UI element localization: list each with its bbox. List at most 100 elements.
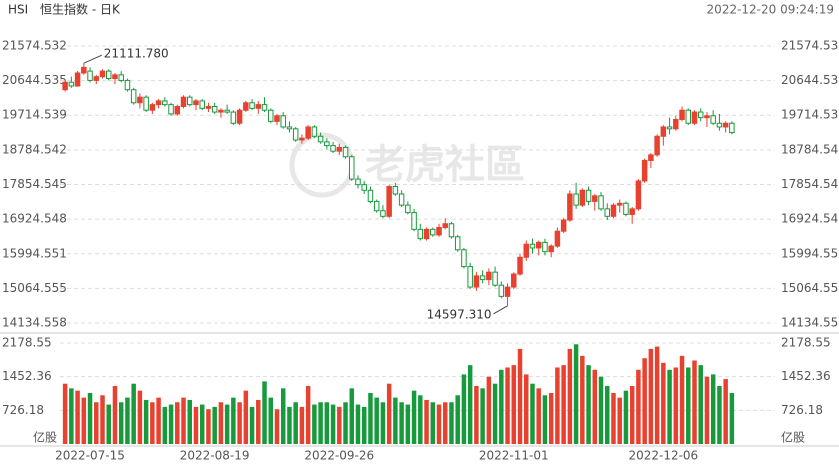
- volume-bar: [268, 397, 273, 444]
- candle-body: [205, 105, 212, 109]
- volume-bar: [698, 365, 703, 444]
- candle-body: [392, 186, 399, 195]
- volume-bar: [524, 374, 529, 444]
- y-tick-label-right: 21574.532: [781, 39, 839, 53]
- chart-title: 恒生指数 - 日K: [40, 2, 121, 17]
- candle-body: [299, 137, 305, 141]
- candle-body: [467, 266, 473, 288]
- volume-bar: [692, 360, 697, 444]
- y-tick-label-right: 19714.539: [781, 108, 839, 122]
- candle-body: [112, 74, 118, 80]
- candle-body: [486, 271, 492, 281]
- volume-bar: [94, 402, 99, 444]
- volume-bar: [623, 390, 629, 444]
- volume-tick-label-right: 2178.55: [781, 335, 831, 349]
- volume-bar: [287, 406, 292, 444]
- volume-bar: [442, 402, 448, 444]
- volume-bar: [374, 397, 379, 444]
- volume-bar: [723, 379, 728, 444]
- volume-bar: [386, 383, 392, 444]
- volume-bar: [592, 369, 598, 444]
- y-tick-label-right: 14134.558: [781, 316, 839, 330]
- volume-bar: [75, 390, 80, 444]
- candle-body: [436, 226, 442, 236]
- volume-bar: [243, 390, 249, 444]
- volume-bar: [399, 402, 404, 444]
- candle-body: [554, 230, 561, 247]
- y-tick-label: 19714.539: [2, 108, 67, 122]
- candle-body: [349, 156, 355, 180]
- candle-body: [473, 275, 480, 288]
- x-tick-label: 2022-07-15: [55, 449, 125, 463]
- volume-bar: [137, 390, 143, 444]
- volume-bar: [511, 365, 517, 444]
- volume-tick-label: 1452.36: [2, 369, 52, 383]
- volume-bar: [573, 344, 579, 444]
- y-tick-label: 17854.545: [2, 177, 67, 191]
- volume-bar: [455, 395, 460, 444]
- candle-body: [311, 126, 318, 137]
- candle-body: [666, 126, 673, 130]
- volume-bar: [654, 346, 660, 444]
- x-tick-label: 2022-11-01: [479, 449, 549, 463]
- candle-body: [230, 111, 237, 124]
- volume-bar: [199, 404, 205, 444]
- volume-bar: [361, 406, 367, 444]
- candle-body: [567, 193, 573, 221]
- candle-body: [442, 223, 448, 228]
- volume-bar: [492, 383, 498, 444]
- volume-bar: [193, 406, 199, 444]
- candle-body: [87, 70, 93, 81]
- volume-bar: [249, 406, 255, 444]
- candle-body: [199, 100, 205, 109]
- candle-body: [68, 81, 75, 87]
- y-tick-label: 14134.558: [2, 316, 67, 330]
- candle-body: [268, 109, 274, 122]
- candle-body: [454, 236, 461, 251]
- volume-bar: [661, 362, 666, 444]
- volume-bar: [330, 404, 336, 444]
- candle-body: [130, 89, 137, 104]
- candle-body: [729, 122, 735, 134]
- volume-bar: [461, 374, 467, 444]
- volume-bar: [393, 397, 398, 444]
- y-tick-label: 21574.532: [2, 39, 67, 53]
- y-tick-label: 18784.542: [2, 142, 67, 156]
- volume-bar: [305, 386, 311, 444]
- volume-bar: [679, 355, 685, 444]
- volume-bar: [87, 392, 93, 444]
- volume-bar: [312, 404, 317, 444]
- volume-bar: [605, 386, 610, 444]
- volume-bar: [580, 355, 585, 444]
- candle-body: [162, 100, 168, 106]
- volume-bar: [667, 369, 672, 444]
- candle-body: [174, 105, 181, 115]
- candle-body: [137, 96, 143, 104]
- volume-bar: [349, 388, 355, 444]
- candle-body: [417, 228, 424, 240]
- volume-bar: [418, 395, 423, 444]
- annotation: 21111.780: [104, 47, 169, 61]
- candle-body: [255, 104, 262, 109]
- volume-bar: [430, 402, 436, 444]
- candle-body: [93, 76, 100, 81]
- volume-bar: [499, 369, 504, 444]
- volume-bar: [112, 386, 118, 444]
- symbol: HSI: [8, 3, 28, 17]
- candle-body: [461, 249, 467, 268]
- candle-body: [280, 115, 286, 128]
- candle-body: [592, 195, 598, 202]
- candle-body: [542, 241, 548, 253]
- volume-bar: [636, 369, 641, 444]
- volume-bar: [131, 383, 136, 444]
- volume-bar: [212, 406, 217, 444]
- candle-body: [679, 109, 685, 121]
- candle-body: [673, 119, 679, 130]
- volume-bar: [729, 392, 735, 444]
- candle-body: [124, 79, 131, 91]
- candle-body: [579, 189, 586, 206]
- candle-body: [535, 241, 542, 249]
- candle-body: [261, 104, 268, 111]
- candle-body: [710, 115, 716, 124]
